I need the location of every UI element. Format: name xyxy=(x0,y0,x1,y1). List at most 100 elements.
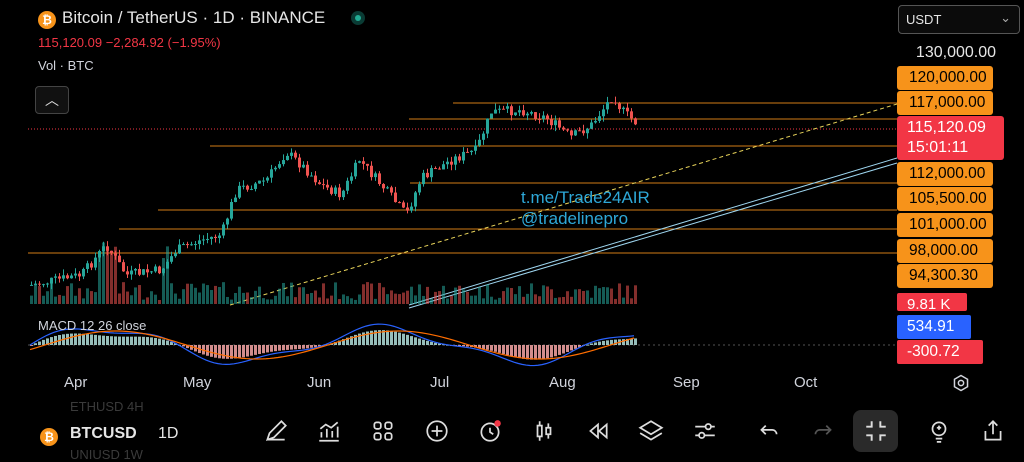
candle-body xyxy=(490,113,493,119)
candle-body xyxy=(238,185,241,198)
volume-bar xyxy=(626,285,629,304)
lightbulb-icon[interactable] xyxy=(926,418,952,444)
alert-icon[interactable] xyxy=(477,418,503,444)
candle-body xyxy=(574,130,577,136)
macd-hist-bar xyxy=(246,345,249,357)
pencil-icon[interactable] xyxy=(263,418,289,444)
macd-hist-bar xyxy=(174,343,177,345)
macd-hist-bar xyxy=(354,334,357,345)
symbol-selector[interactable]: BTCUSD xyxy=(70,425,137,442)
candle-body xyxy=(86,263,89,269)
volume-bar xyxy=(422,295,425,304)
volume-bar xyxy=(574,289,577,304)
volume-bar xyxy=(42,295,45,304)
macd-hist-bar xyxy=(614,339,617,345)
symbol-title[interactable]: Bitcoin / TetherUS · 1D · BINANCE xyxy=(62,8,326,27)
macd-hist-bar xyxy=(114,336,117,345)
undo-icon[interactable] xyxy=(756,418,782,444)
currency-select[interactable]: USDT ⌄ xyxy=(898,5,1020,34)
volume-bar xyxy=(330,295,333,304)
macd-hist-bar xyxy=(94,334,97,345)
candle-body xyxy=(290,152,293,156)
candle-body xyxy=(458,156,461,161)
macd-hist-bar xyxy=(234,345,237,359)
volume-bar xyxy=(622,297,625,304)
candle-body xyxy=(146,269,149,273)
candle-body xyxy=(78,273,81,277)
volume-bar xyxy=(570,296,573,304)
candle-body xyxy=(366,163,369,166)
macd-hist-bar xyxy=(546,345,549,359)
candle-body xyxy=(154,266,157,272)
macd-hist-bar xyxy=(562,345,565,354)
volume-bar xyxy=(66,286,69,304)
collapse-legend-button[interactable]: ︿ xyxy=(35,86,69,114)
volume-bar xyxy=(566,291,569,304)
volume-bar xyxy=(94,292,97,304)
candle-body xyxy=(578,130,581,132)
candle-body xyxy=(442,164,445,170)
candle-body xyxy=(482,133,485,140)
gear-icon[interactable] xyxy=(952,374,970,392)
macd-hist-bar xyxy=(278,345,281,351)
chart-type-icon[interactable] xyxy=(316,418,342,444)
candle-body xyxy=(222,224,225,236)
fullscreen-button[interactable] xyxy=(853,410,898,452)
macd-hist-bar xyxy=(478,345,481,349)
add-icon[interactable] xyxy=(424,418,450,444)
macd-hist-bar xyxy=(150,337,153,345)
macd-hist-bar xyxy=(422,339,425,345)
replay-icon[interactable] xyxy=(585,418,611,444)
macd-hist-bar xyxy=(102,335,105,345)
volume-bar xyxy=(590,297,593,304)
volume-bar xyxy=(170,283,173,304)
volume-bar xyxy=(438,291,441,304)
volume-bar xyxy=(126,291,129,304)
candle-body xyxy=(278,164,281,168)
macd-indicator-label[interactable]: MACD 12 26 close xyxy=(38,318,147,333)
macd-hist-bar xyxy=(410,336,413,345)
volume-bar xyxy=(326,298,329,304)
volume-bar xyxy=(614,298,617,304)
macd-hist-bar xyxy=(490,345,493,351)
candle-body xyxy=(298,157,301,168)
macd-hist-bar xyxy=(346,337,349,345)
macd-hist-bar xyxy=(230,345,233,359)
macd-hist-bar xyxy=(362,332,365,345)
candle-body xyxy=(262,180,265,182)
volume-bar xyxy=(310,292,313,304)
candle-body xyxy=(66,275,69,279)
redo-icon[interactable] xyxy=(810,418,836,444)
candle-body xyxy=(158,266,161,274)
volume-bar xyxy=(250,297,253,304)
macd-hist-bar xyxy=(78,333,81,345)
grid-icon[interactable] xyxy=(370,418,396,444)
candle-body xyxy=(478,139,481,146)
macd-hist-bar xyxy=(530,345,533,360)
market-status-icon[interactable] xyxy=(351,11,365,25)
share-icon[interactable] xyxy=(980,418,1006,444)
layers-icon[interactable] xyxy=(638,418,664,444)
candle-body xyxy=(418,184,421,193)
volume-bar xyxy=(562,297,565,304)
price-chart[interactable] xyxy=(0,0,1024,400)
volume-bar xyxy=(526,293,529,304)
macd-hist-bar xyxy=(218,345,221,359)
volume-bar xyxy=(610,288,613,304)
volume-bar xyxy=(138,285,141,304)
macd-hist-bar xyxy=(602,340,605,345)
candle-body xyxy=(358,161,361,163)
volume-bar xyxy=(146,297,149,304)
macd-hist-bar xyxy=(370,330,373,345)
volume-bar xyxy=(434,291,437,304)
interval-selector[interactable]: 1D xyxy=(158,425,179,442)
macd-hist-bar xyxy=(70,333,73,345)
volume-bar xyxy=(226,296,229,304)
candles-icon[interactable] xyxy=(531,418,557,444)
volume-bar xyxy=(514,294,517,304)
macd-hist-bar xyxy=(214,345,217,358)
volume-bar xyxy=(34,284,37,304)
volume-indicator-label[interactable]: Vol · BTC xyxy=(38,58,94,73)
settings-sliders-icon[interactable] xyxy=(692,418,718,444)
volume-bar xyxy=(370,283,373,304)
